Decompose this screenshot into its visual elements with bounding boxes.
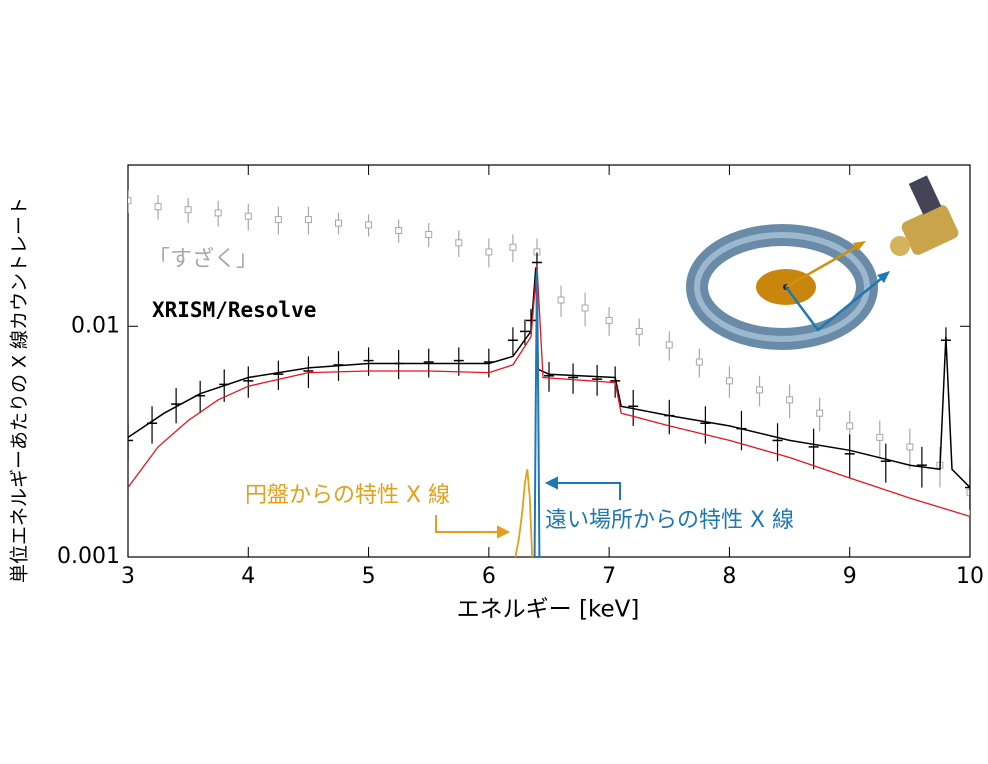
data-point (876, 433, 884, 441)
data-point (581, 304, 589, 312)
data-point (635, 327, 643, 335)
data-point (365, 221, 373, 229)
data-point (695, 358, 703, 366)
data-point (756, 386, 763, 394)
data-point (244, 212, 252, 220)
data-point (335, 219, 342, 227)
data-point (304, 216, 312, 224)
data-point (557, 296, 565, 304)
data-point (274, 216, 282, 224)
data-point (485, 248, 493, 256)
x-tick-label: 9 (843, 564, 857, 589)
x-tick-label: 4 (241, 564, 255, 589)
illustration (686, 175, 959, 350)
x-tick-label: 7 (602, 564, 616, 589)
data-point (425, 230, 433, 238)
series-label: 円盤からの特性 X 線 (245, 483, 450, 508)
data-point (128, 197, 132, 205)
model-line (128, 267, 970, 489)
y-tick-label: 0.001 (57, 544, 120, 569)
x-tick-label: 3 (121, 564, 135, 589)
blue-arrow (544, 476, 621, 500)
plot-frame (127, 164, 971, 558)
model-line (533, 270, 541, 557)
data-point (509, 243, 517, 251)
x-tick-label: 10 (956, 564, 984, 589)
data-point (605, 316, 613, 324)
data-point (786, 396, 794, 404)
data-point (665, 341, 673, 349)
x-axis-label: エネルギー [keV] (457, 597, 640, 623)
data-point (846, 422, 854, 430)
data-point (966, 489, 970, 497)
y-axis-label: 単位エネルギーあたりの X 線カウントレート (9, 197, 31, 583)
model-line (128, 265, 970, 518)
data-point (906, 443, 914, 451)
data-point (725, 377, 733, 385)
orange-arrow (435, 515, 511, 539)
model-line (514, 469, 534, 557)
data-point (184, 206, 192, 214)
series-label: XRISM/Resolve (152, 298, 316, 322)
data-point (154, 203, 162, 211)
data-point (214, 209, 222, 217)
plot-area (128, 189, 970, 557)
data-point (455, 239, 463, 247)
series-label: 「すざく」 (148, 246, 258, 272)
x-tick-label: 5 (362, 564, 376, 589)
x-tick-label: 6 (482, 564, 496, 589)
series-label: 遠い場所からの特性 X 線 (545, 508, 794, 533)
y-tick-label: 0.01 (71, 313, 120, 338)
data-point (816, 409, 824, 417)
data-point (395, 227, 403, 235)
x-tick-label: 8 (722, 564, 736, 589)
